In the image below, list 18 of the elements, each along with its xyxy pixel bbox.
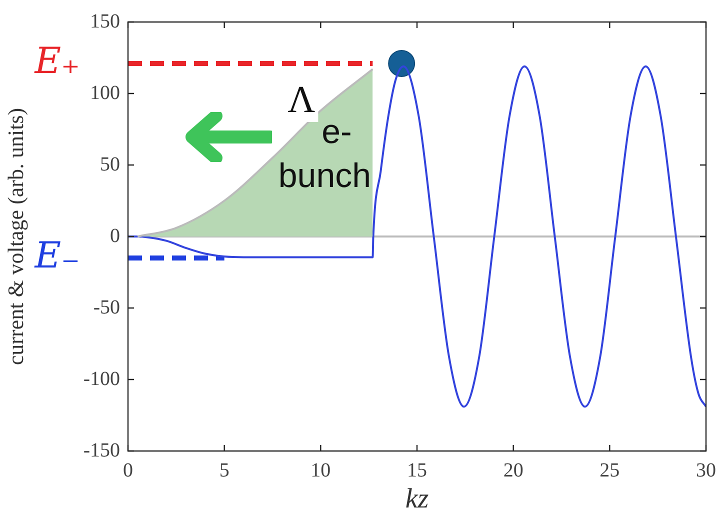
y-tick-label: -150 [83,439,120,462]
y-tick-label: 100 [90,82,120,104]
y-axis-title: current & voltage (arb. units) [2,108,28,366]
x-tick-label: 15 [407,459,427,482]
y-tick-label: -100 [83,368,120,390]
x-tick-label: 5 [219,459,230,482]
x-tick-label: 25 [600,459,620,482]
series-label: E₊ [34,40,80,82]
x-tick-label: 20 [503,459,524,482]
x-axis-title: kz [405,484,429,515]
line-series [128,65,706,408]
x-tick-label: 10 [310,459,331,482]
y-tick-label: 50 [100,153,120,176]
y-tick-label: -50 [93,296,120,318]
x-tick-label: 30 [696,459,716,482]
y-tick-label: 150 [90,10,120,32]
series-label: E₋ [34,235,80,276]
y-tick-label: 0 [110,224,120,247]
